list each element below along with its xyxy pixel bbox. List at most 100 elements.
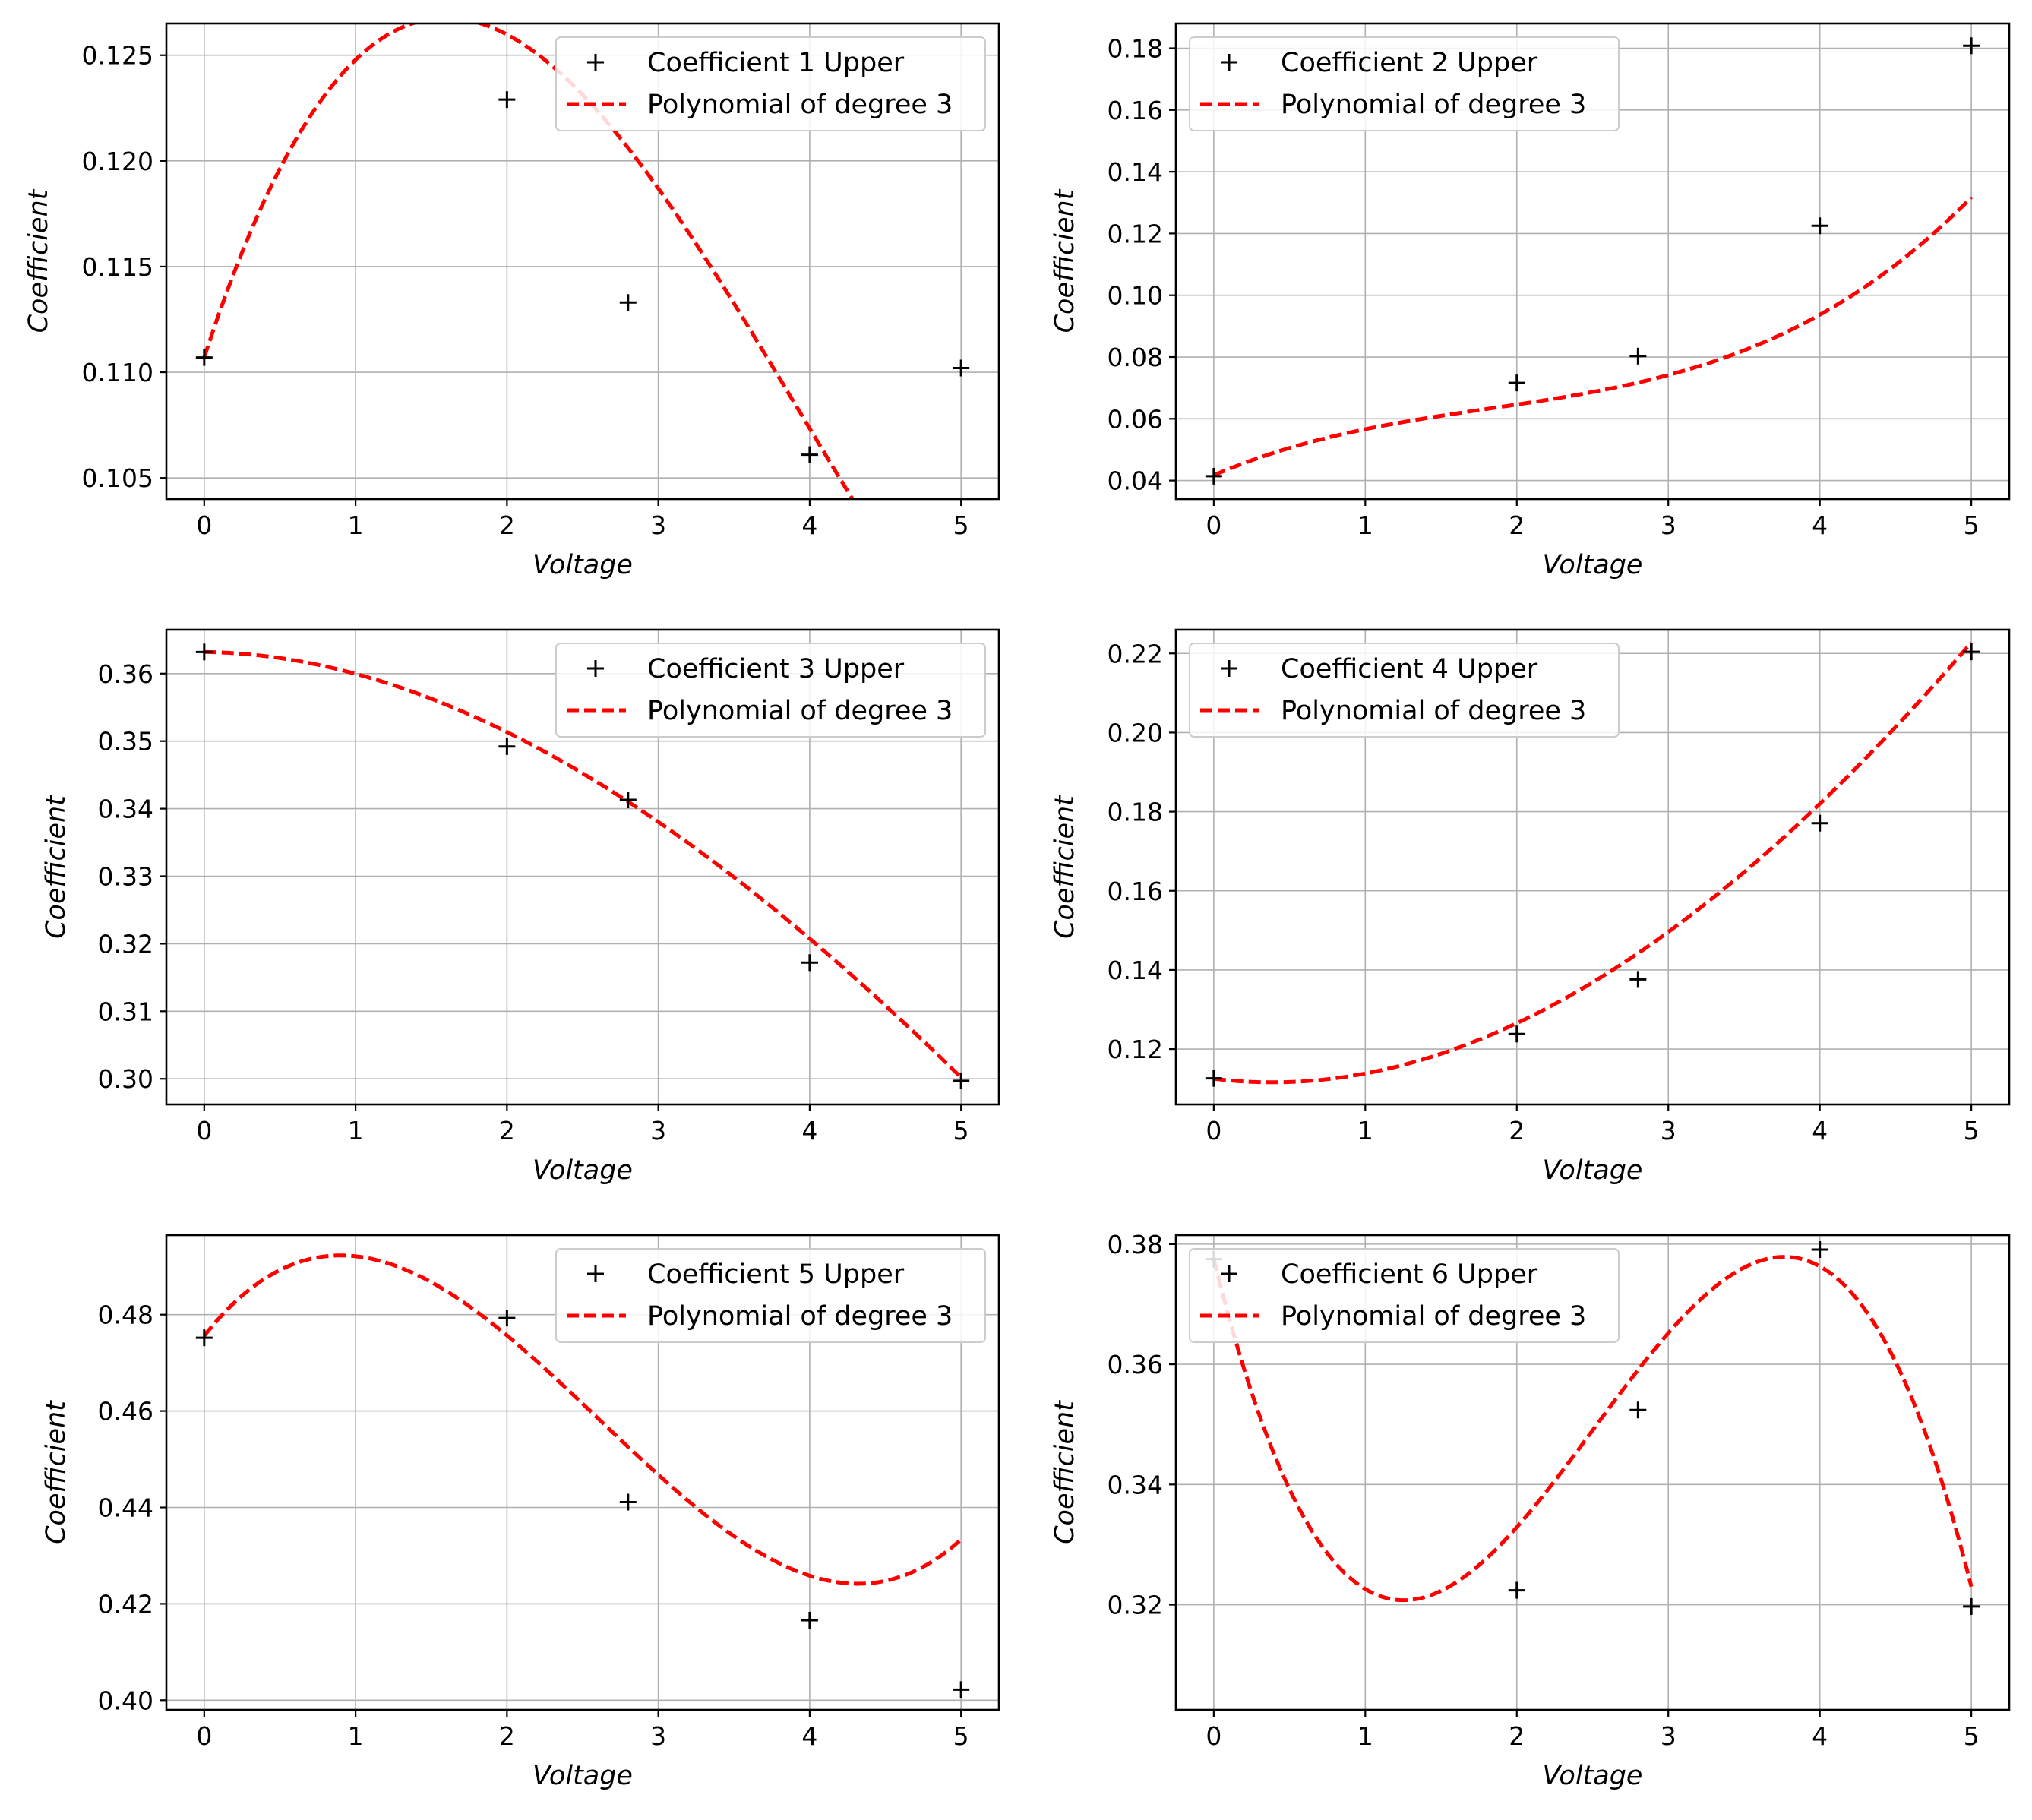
data-point	[1963, 37, 1980, 55]
legend-label-fit: Polynomial of degree 3	[647, 90, 953, 120]
plot-frame	[1174, 1234, 2011, 1711]
y-tick-label: 0.38	[1108, 1230, 1163, 1259]
y-tick-label: 0.14	[1108, 157, 1163, 187]
y-tick-label: 0.32	[1108, 1591, 1163, 1620]
x-tick-label: 5	[953, 510, 969, 540]
subplot-1: 0 1 2 3 4 5 0.105 0.110 0.115 0.120 0.125 Voltage Co…	[24, 22, 1000, 580]
legend-label-fit: Polynomial of degree 3	[647, 1301, 953, 1332]
y-tick-label: 0.10	[1108, 281, 1163, 311]
legend-box	[1189, 643, 1620, 738]
y-tick-label: 0.36	[1108, 1350, 1163, 1379]
data-point	[1508, 1025, 1525, 1043]
x-tick-label: 2	[499, 1116, 515, 1145]
legend: Coefficient 3 Upper Polynomial of degree …	[555, 643, 986, 738]
data-point	[801, 446, 818, 463]
legend-box	[555, 643, 986, 738]
legend-label-fit: Polynomial of degree 3	[1281, 696, 1586, 726]
plot-frame	[165, 628, 1000, 1106]
subplot-4: 0 1 2 3 4 5 0.12 0.14 0.16 0.18 0.20 0.22 Voltage Coe…	[1050, 628, 2011, 1186]
y-tick-label: 0.40	[98, 1686, 153, 1715]
x-tick-label: 1	[1357, 1721, 1373, 1751]
data-point	[1629, 971, 1647, 988]
y-tick-label: 0.42	[98, 1589, 153, 1619]
legend: Coefficient 1 Upper Polynomial of degree …	[555, 36, 986, 131]
x-axis-label: Voltage	[532, 1761, 633, 1791]
legend: Coefficient 6 Upper Polynomial of degree …	[1189, 1248, 1620, 1343]
data-point	[498, 738, 516, 755]
legend-label-points: Coefficient 5 Upper	[647, 1259, 905, 1290]
y-axis-label: Coefficient	[1050, 795, 1080, 939]
y-axis-label: Coefficient	[24, 188, 54, 333]
data-point	[619, 294, 637, 311]
x-tick-label: 4	[1812, 510, 1828, 540]
data-point	[801, 954, 818, 972]
data-point	[1508, 1581, 1525, 1599]
x-tick-label: 5	[953, 1721, 969, 1751]
y-tick-label: 0.36	[98, 659, 153, 689]
y-axis-label: Coefficient	[41, 1400, 71, 1544]
x-tick-label: 5	[1964, 1721, 1980, 1751]
y-tick-label: 0.110	[82, 358, 153, 387]
x-tick-label: 0	[1206, 510, 1221, 540]
fit-curve	[1212, 196, 1973, 478]
y-tick-label: 0.48	[98, 1300, 153, 1330]
legend-label-fit: Polynomial of degree 3	[647, 696, 953, 726]
data-point	[1963, 1597, 1980, 1615]
x-tick-label: 5	[953, 1116, 969, 1145]
x-tick-label: 2	[499, 1721, 515, 1751]
legend-label-points: Coefficient 4 Upper	[1281, 654, 1538, 684]
x-tick-label: 3	[1661, 1116, 1676, 1145]
fit-curve	[202, 1253, 962, 1586]
y-tick-label: 0.31	[98, 997, 153, 1026]
subplot-5: 0 1 2 3 4 5 0.40 0.42 0.44 0.46 0.48 Voltage Coeffic…	[41, 1234, 1000, 1791]
y-axis-label: Coefficient	[1050, 188, 1080, 333]
legend: Coefficient 5 Upper Polynomial of degree …	[555, 1248, 986, 1343]
x-tick-label: 2	[1509, 510, 1525, 540]
y-tick-label: 0.33	[98, 862, 153, 892]
legend: Coefficient 2 Upper Polynomial of degree …	[1189, 36, 1620, 131]
y-tick-label: 0.22	[1108, 639, 1163, 668]
x-tick-label: 4	[801, 1116, 817, 1145]
x-tick-label: 0	[1206, 1721, 1221, 1751]
x-tick-label: 3	[650, 1721, 666, 1751]
x-tick-label: 4	[1812, 1721, 1828, 1751]
y-tick-label: 0.105	[82, 463, 153, 493]
x-tick-label: 3	[650, 1116, 666, 1145]
x-tick-label: 0	[196, 1116, 212, 1145]
data-point	[953, 1072, 970, 1089]
x-tick-label: 0	[196, 1721, 212, 1751]
legend-box	[555, 36, 986, 131]
data-point	[801, 1611, 818, 1629]
x-axis-label: Voltage	[532, 550, 633, 580]
legend-box	[555, 1248, 986, 1343]
y-tick-label: 0.35	[98, 727, 153, 757]
fit-curve	[1213, 641, 1974, 1085]
x-tick-label: 1	[1357, 510, 1373, 540]
subplot-2: 0 1 2 3 4 5 0.04 0.06 0.08 0.10 0.12 0.14 0.16 0.18 Vo…	[1050, 22, 2011, 580]
x-tick-label: 3	[650, 510, 666, 540]
x-tick-label: 4	[801, 1721, 817, 1751]
x-axis-label: Voltage	[1543, 1155, 1643, 1186]
y-tick-label: 0.14	[1108, 956, 1163, 985]
legend-label-fit: Polynomial of degree 3	[1281, 90, 1586, 120]
x-axis-label: Voltage	[1543, 1761, 1643, 1791]
data-point	[953, 1681, 970, 1698]
subplot-6: 0 1 2 3 4 5 0.32 0.34 0.36 0.38 Voltage Coefficient…	[1050, 1230, 2011, 1791]
plot-frame	[165, 22, 1000, 501]
y-axis-label: Coefficient	[1050, 1400, 1080, 1544]
y-tick-label: 0.18	[1108, 34, 1163, 64]
data-point	[195, 643, 213, 661]
x-tick-label: 4	[801, 510, 817, 540]
y-tick-label: 0.04	[1108, 466, 1163, 496]
plot-frame	[165, 1234, 1000, 1711]
legend-label-points: Coefficient 2 Upper	[1281, 48, 1538, 78]
x-tick-label: 2	[1509, 1116, 1525, 1145]
fit-curve	[204, 649, 962, 1079]
x-axis-label: Voltage	[532, 1155, 633, 1186]
data-point	[1811, 814, 1828, 832]
data-point	[1629, 347, 1647, 365]
x-tick-label: 1	[348, 510, 364, 540]
y-tick-label: 0.08	[1108, 343, 1163, 372]
data-point	[619, 792, 637, 809]
